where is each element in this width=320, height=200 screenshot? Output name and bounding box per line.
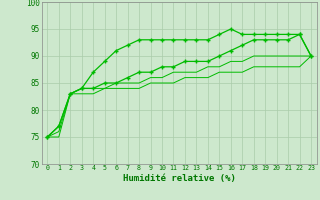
X-axis label: Humidité relative (%): Humidité relative (%)	[123, 174, 236, 183]
